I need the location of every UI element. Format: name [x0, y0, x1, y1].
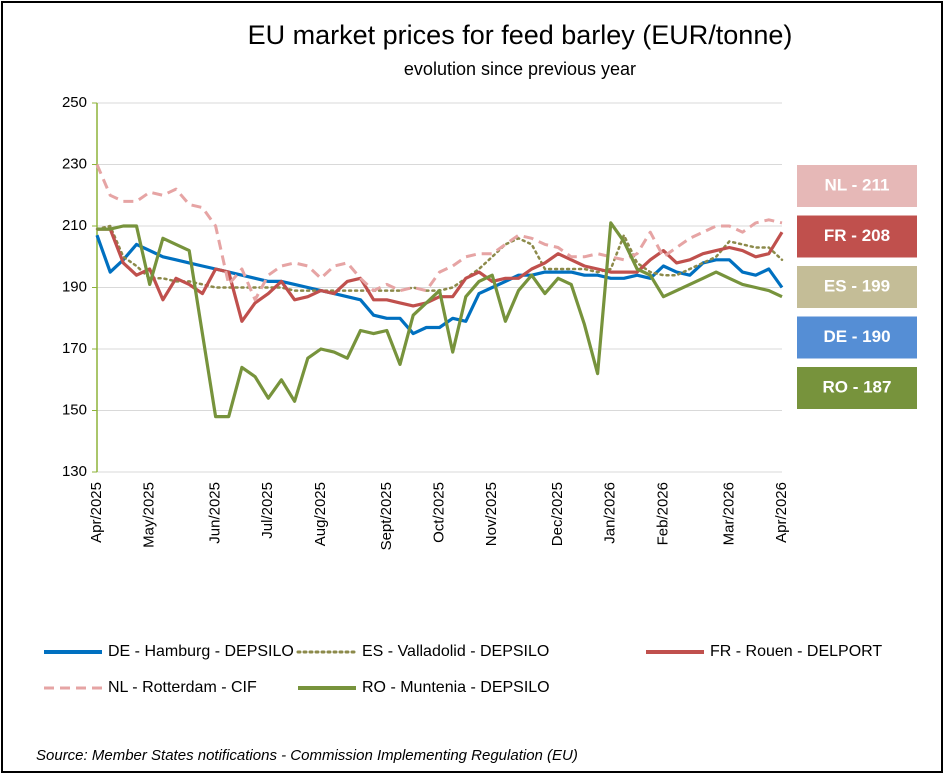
y-tick-label: 250	[62, 94, 87, 111]
end-badge	[797, 266, 917, 308]
series-line	[95, 234, 784, 336]
y-tick-label: 150	[62, 401, 87, 418]
end-badge-label: FR - 208	[824, 226, 890, 245]
legend-label: FR - Rouen - DELPORT	[710, 643, 882, 660]
end-badge	[797, 316, 917, 359]
y-tick-label: 210	[62, 217, 87, 234]
chart-title: EU market prices for feed barley (EUR/to…	[248, 20, 793, 50]
legend-label: ES - Valladolid - DEPSILO	[362, 643, 549, 660]
end-badge-label: NL - 211	[825, 175, 890, 194]
x-tick-label: Mar/2026	[720, 482, 737, 545]
end-badge	[797, 165, 917, 207]
y-tick-label: 130	[62, 463, 87, 480]
end-badge	[797, 367, 917, 409]
series-line	[97, 221, 783, 419]
x-tick-label: Jun/2025	[207, 482, 224, 544]
x-tick-label: Apr/2025	[88, 482, 105, 543]
source-note: Source: Member States notifications - Co…	[36, 747, 578, 764]
x-tick-label: Dec/2025	[549, 482, 566, 546]
y-tick-label: 170	[62, 340, 87, 357]
end-badge-label: ES - 199	[824, 276, 890, 295]
x-tick-label: Apr/2026	[773, 482, 790, 543]
x-tick-label: Nov/2025	[483, 482, 500, 546]
x-tick-label: Jan/2026	[602, 482, 619, 544]
legend-label: DE - Hamburg - DEPSILO	[108, 643, 294, 660]
x-tick-label: Sept/2025	[378, 482, 395, 550]
chart-subtitle: evolution since previous year	[404, 59, 636, 79]
x-tick-label: Feb/2026	[654, 482, 671, 545]
y-tick-label: 190	[62, 278, 87, 295]
x-tick-label: Aug/2025	[312, 482, 329, 546]
x-tick-label: May/2025	[141, 482, 158, 548]
legend-label: NL - Rotterdam - CIF	[108, 679, 257, 696]
y-tick-label: 230	[62, 155, 87, 172]
x-tick-label: Jul/2025	[259, 482, 276, 539]
end-badge-label: RO - 187	[823, 377, 892, 396]
end-badge-label: DE - 190	[823, 327, 890, 346]
series-line	[95, 163, 783, 302]
legend-label: RO - Muntenia - DEPSILO	[362, 679, 550, 696]
end-badge	[797, 215, 917, 258]
x-tick-label: Oct/2025	[430, 482, 447, 543]
